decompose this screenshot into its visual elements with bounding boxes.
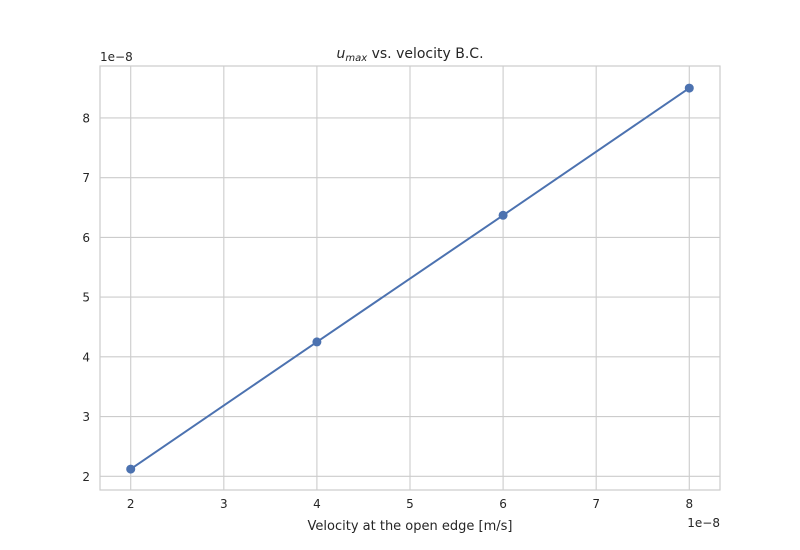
plot-frame (99, 65, 721, 491)
title-rest: vs. velocity B.C. (367, 46, 483, 62)
x-offset-label: 1e−8 (687, 516, 720, 530)
x-tick-label: 5 (406, 497, 414, 511)
y-tick-label: 7 (82, 171, 90, 185)
title-symbol: u (336, 46, 345, 62)
data-point (684, 83, 694, 93)
series-line (130, 87, 690, 470)
title-subscript: max (345, 53, 367, 64)
x-tick-label: 4 (313, 497, 321, 511)
data-point (312, 337, 322, 347)
x-axis-label: Velocity at the open edge [m/s] (308, 519, 513, 534)
x-tick-label: 3 (220, 497, 228, 511)
chart-title: umax vs. velocity B.C. (336, 46, 483, 64)
x-tick-label: 6 (499, 497, 507, 511)
x-tick-labels: 2 3 4 5 6 7 8 (127, 497, 693, 511)
x-tick-label: 7 (592, 497, 600, 511)
x-gridlines (130, 66, 690, 490)
y-tick-label: 8 (82, 111, 90, 125)
y-tick-label: 4 (82, 350, 90, 364)
y-tick-label: 5 (82, 291, 90, 305)
y-tick-label: 3 (82, 410, 90, 424)
y-gridlines (100, 117, 720, 477)
y-tick-label: 6 (82, 231, 90, 245)
series-layer (126, 83, 694, 474)
data-point (126, 464, 136, 474)
y-tick-labels: 2 3 4 5 6 7 8 (82, 111, 90, 483)
data-point (498, 210, 508, 220)
y-offset-label: 1e−8 (100, 50, 133, 64)
x-tick-label: 8 (685, 497, 693, 511)
x-tick-label: 2 (127, 497, 135, 511)
y-tick-label: 2 (82, 470, 90, 484)
